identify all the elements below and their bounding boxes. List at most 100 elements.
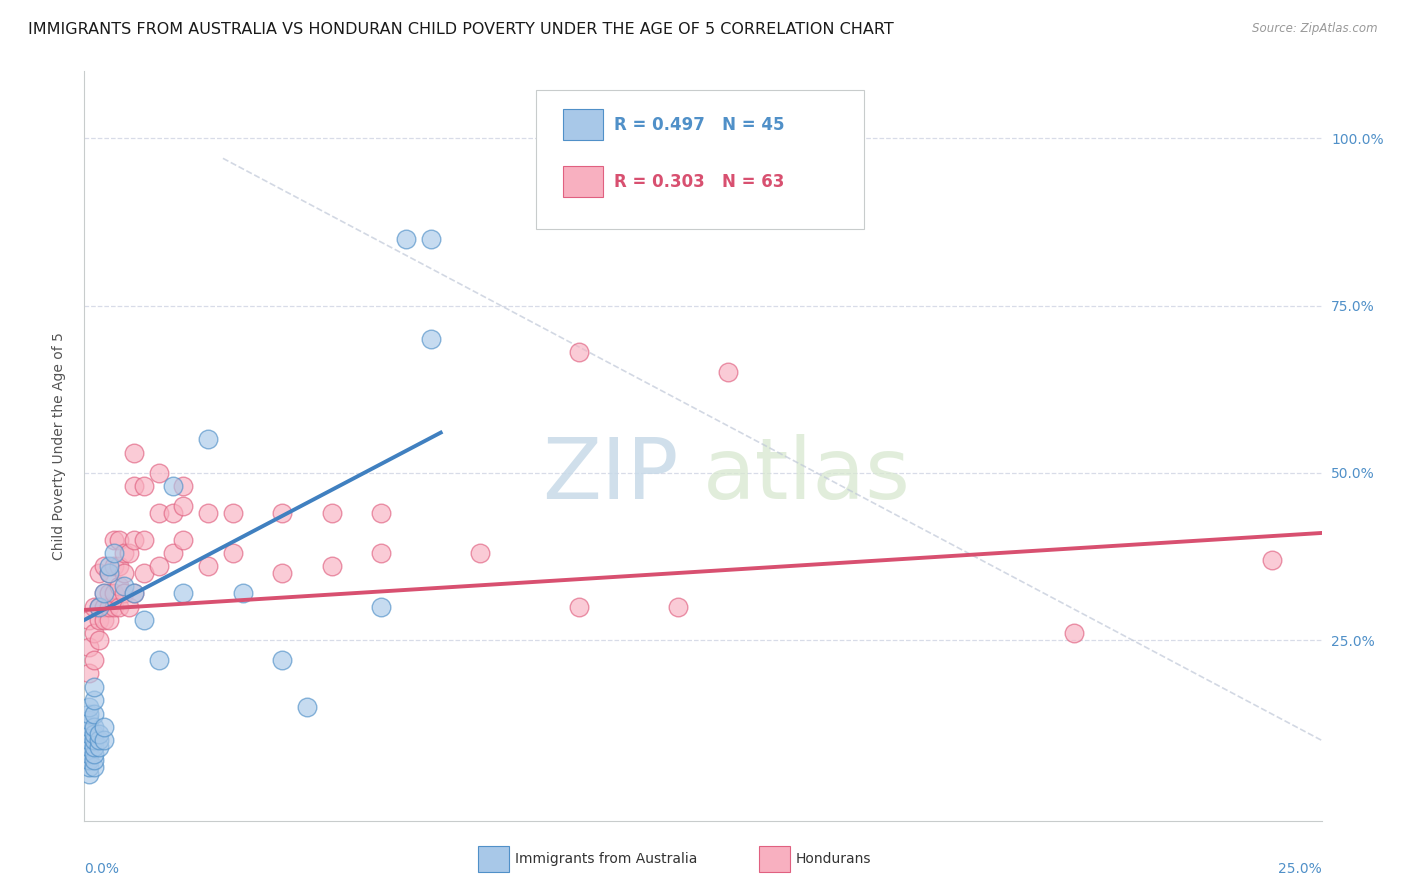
Point bbox=[79, 720, 101, 734]
FancyBboxPatch shape bbox=[564, 109, 603, 140]
Point bbox=[83, 693, 105, 707]
Point bbox=[93, 599, 115, 614]
Point bbox=[79, 733, 101, 747]
Point bbox=[83, 599, 105, 614]
Text: Immigrants from Australia: Immigrants from Australia bbox=[515, 852, 697, 866]
Point bbox=[79, 714, 101, 728]
Point bbox=[148, 466, 170, 480]
Point bbox=[93, 586, 115, 600]
Point bbox=[83, 726, 105, 740]
Point bbox=[118, 599, 141, 614]
Point bbox=[1261, 553, 1284, 567]
Point bbox=[83, 740, 105, 755]
Point bbox=[222, 506, 245, 520]
Point bbox=[89, 733, 111, 747]
Point bbox=[470, 546, 492, 560]
Y-axis label: Child Poverty Under the Age of 5: Child Poverty Under the Age of 5 bbox=[52, 332, 66, 560]
Point bbox=[132, 479, 155, 493]
Text: ZIP: ZIP bbox=[541, 434, 678, 517]
Point bbox=[370, 506, 392, 520]
Point bbox=[83, 760, 105, 774]
Point bbox=[666, 599, 689, 614]
Point bbox=[172, 533, 194, 547]
Point bbox=[89, 633, 111, 648]
Point bbox=[1063, 626, 1085, 640]
Text: Source: ZipAtlas.com: Source: ZipAtlas.com bbox=[1253, 22, 1378, 36]
Point bbox=[83, 680, 105, 694]
Point bbox=[419, 232, 441, 246]
Point bbox=[83, 720, 105, 734]
Point bbox=[122, 479, 145, 493]
Point bbox=[112, 580, 135, 594]
Point bbox=[89, 599, 111, 614]
Text: Hondurans: Hondurans bbox=[796, 852, 872, 866]
Point bbox=[112, 586, 135, 600]
Point bbox=[83, 747, 105, 761]
Point bbox=[79, 753, 101, 767]
Point bbox=[132, 613, 155, 627]
Text: 0.0%: 0.0% bbox=[84, 862, 120, 876]
Point bbox=[122, 446, 145, 460]
Text: R = 0.303   N = 63: R = 0.303 N = 63 bbox=[614, 172, 785, 191]
Point bbox=[89, 599, 111, 614]
Text: R = 0.497   N = 45: R = 0.497 N = 45 bbox=[614, 116, 785, 134]
Point bbox=[93, 720, 115, 734]
Point bbox=[370, 599, 392, 614]
Point bbox=[83, 753, 105, 767]
Point bbox=[98, 613, 121, 627]
Text: 25.0%: 25.0% bbox=[1278, 862, 1322, 876]
Point bbox=[271, 653, 294, 667]
Point bbox=[118, 546, 141, 560]
Point bbox=[79, 706, 101, 721]
Point bbox=[89, 566, 111, 581]
Point bbox=[132, 533, 155, 547]
Point bbox=[83, 626, 105, 640]
Point bbox=[395, 232, 418, 246]
Point bbox=[321, 559, 343, 574]
Point bbox=[112, 546, 135, 560]
Point bbox=[271, 506, 294, 520]
Point bbox=[108, 599, 131, 614]
Point bbox=[370, 546, 392, 560]
Point bbox=[568, 345, 591, 359]
Point bbox=[197, 559, 219, 574]
Point bbox=[98, 586, 121, 600]
Point bbox=[79, 666, 101, 681]
Point bbox=[89, 740, 111, 755]
Point bbox=[568, 599, 591, 614]
Point bbox=[83, 706, 105, 721]
Point bbox=[295, 700, 318, 714]
Point bbox=[122, 586, 145, 600]
Point bbox=[108, 559, 131, 574]
Point bbox=[122, 586, 145, 600]
Point bbox=[83, 653, 105, 667]
Point bbox=[132, 566, 155, 581]
Point bbox=[162, 506, 184, 520]
FancyBboxPatch shape bbox=[564, 166, 603, 197]
Point bbox=[98, 566, 121, 581]
Point bbox=[103, 533, 125, 547]
Point bbox=[79, 747, 101, 761]
Point bbox=[98, 599, 121, 614]
Point bbox=[79, 640, 101, 654]
Point bbox=[717, 366, 740, 380]
Point bbox=[419, 332, 441, 346]
Point bbox=[93, 733, 115, 747]
Point bbox=[93, 559, 115, 574]
Point bbox=[122, 533, 145, 547]
Point bbox=[79, 740, 101, 755]
Point bbox=[79, 726, 101, 740]
Point bbox=[148, 559, 170, 574]
Point bbox=[112, 566, 135, 581]
Point bbox=[172, 586, 194, 600]
Point bbox=[271, 566, 294, 581]
Point bbox=[232, 586, 254, 600]
Point bbox=[89, 726, 111, 740]
Point bbox=[98, 566, 121, 581]
Point bbox=[222, 546, 245, 560]
Point bbox=[172, 479, 194, 493]
Point bbox=[103, 559, 125, 574]
Point bbox=[148, 653, 170, 667]
Point bbox=[98, 559, 121, 574]
Point bbox=[103, 586, 125, 600]
